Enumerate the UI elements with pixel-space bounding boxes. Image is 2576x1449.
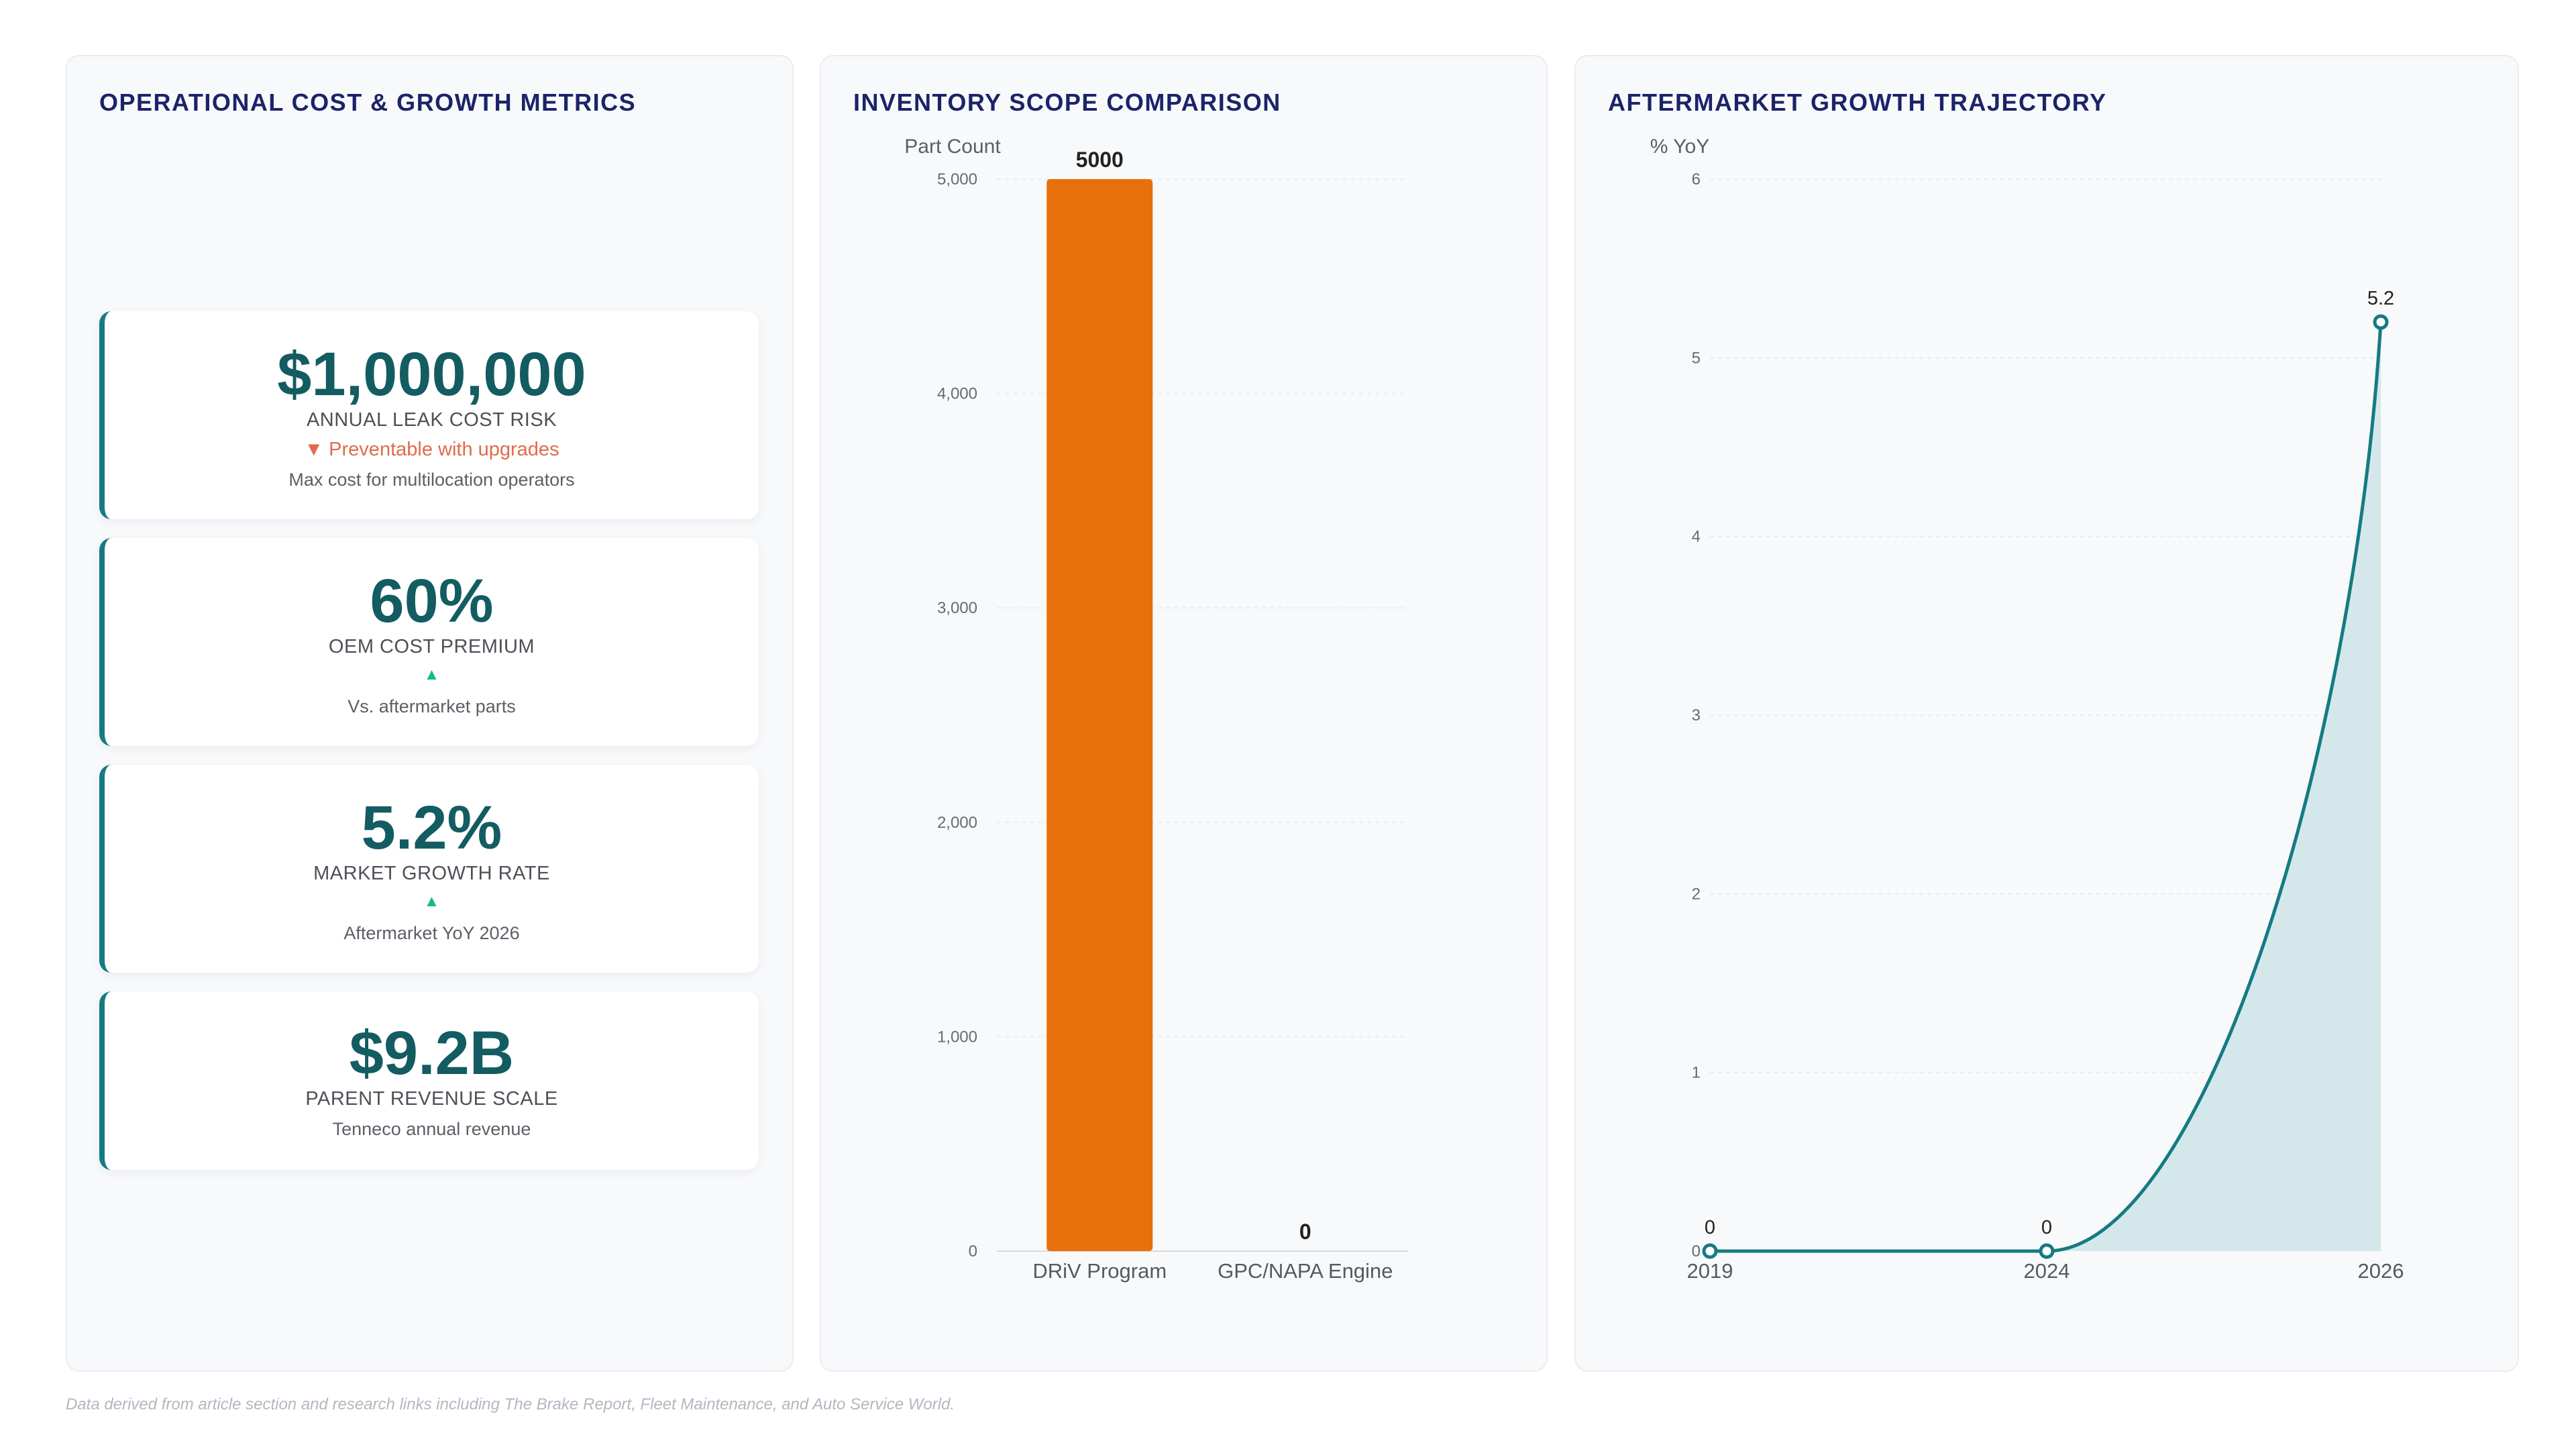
kpi-note: Aftermarket YoY 2026 [343,923,520,943]
x-tick-label: GPC/NAPA Engine [1218,1259,1393,1283]
kpi-label: ANNUAL LEAK COST RISK [306,409,557,431]
kpi-value: $1,000,000 [277,340,586,409]
bar-chart-panel: INVENTORY SCOPE COMPARISON Part Count 0 1,… [820,55,1548,1372]
kpi-label: PARENT REVENUE SCALE [305,1088,558,1110]
kpi-card-leak-cost: $1,000,000 ANNUAL LEAK COST RISK ▼ Preve… [99,311,759,519]
kpi-trend-up-icon: ▲ [423,892,440,910]
kpi-trend-up-icon: ▲ [423,665,440,684]
point-data-label: 0 [1705,1217,1715,1238]
bar-data-label: 5000 [1076,148,1124,172]
kpi-card-oem-premium: 60% OEM COST PREMIUM ▲ Vs. aftermarket p… [99,538,759,746]
kpi-card-growth-rate: 5.2% MARKET GROWTH RATE ▲ Aftermarket Yo… [99,765,759,973]
series-line [1710,321,2383,1253]
bar-chart: Part Count 0 1,000 2,000 3,000 4,000 5,000 5000… [904,136,1408,1283]
data-point [1702,1243,1718,1259]
kpi-value: 60% [370,567,494,635]
y-tick-label: 6 [1692,170,1701,189]
y-tick-label: 2,000 [937,814,977,832]
y-tick-label: 5 [1692,349,1701,367]
point-data-label: 5.2 [2367,288,2394,309]
kpi-panel-title: OPERATIONAL COST & GROWTH METRICS [99,89,637,116]
y-tick-label: 3,000 [937,599,977,617]
kpi-note: Vs. aftermarket parts [347,696,516,716]
y-tick-label: 3 [1692,706,1701,724]
y-tick-label: 1 [1692,1064,1701,1082]
kpi-value: $9.2B [349,1019,515,1087]
kpi-card-revenue-scale: $9.2B PARENT REVENUE SCALE Tenneco annua… [99,991,759,1170]
kpi-label: OEM COST PREMIUM [328,636,535,657]
area-chart-panel: AFTERMARKET GROWTH TRAJECTORY % YoY 0 1 2 3 4… [1574,55,2519,1372]
data-point [2039,1243,2055,1259]
footnote: Data derived from article section and re… [66,1395,955,1413]
bar [1046,179,1153,1251]
y-tick-label: 4,000 [937,385,977,403]
x-tick-label: 2024 [2024,1259,2070,1283]
y-tick-label: 4 [1692,528,1701,546]
kpi-note: Max cost for multilocation operators [288,470,575,490]
point-data-label: 0 [2041,1217,2052,1238]
kpi-panel: OPERATIONAL COST & GROWTH METRICS $1,000… [66,55,794,1372]
y-tick-label: 5,000 [937,170,977,189]
x-tick-label: 2019 [1687,1259,1733,1283]
y-axis-label: Part Count [904,136,1001,158]
kpi-note: Tenneco annual revenue [332,1119,531,1139]
bar-data-label: 0 [1299,1220,1311,1244]
y-tick-label: 0 [1692,1242,1701,1260]
x-tick-label: DRiV Program [1032,1259,1167,1283]
y-tick-label: 1,000 [937,1028,977,1046]
y-axis-label: % YoY [1650,136,1709,158]
kpi-trend-down: ▼ Preventable with upgrades [304,439,559,460]
kpi-label: MARKET GROWTH RATE [313,863,550,884]
data-point [2373,314,2389,330]
area-chart-title: AFTERMARKET GROWTH TRAJECTORY [1608,89,2107,116]
kpi-value: 5.2% [361,794,502,862]
x-tick-label: 2026 [2358,1259,2404,1283]
area-fill [1710,322,2381,1252]
y-tick-label: 0 [969,1242,977,1260]
bar-chart-title: INVENTORY SCOPE COMPARISON [853,89,1281,116]
y-tick-label: 2 [1692,885,1701,903]
